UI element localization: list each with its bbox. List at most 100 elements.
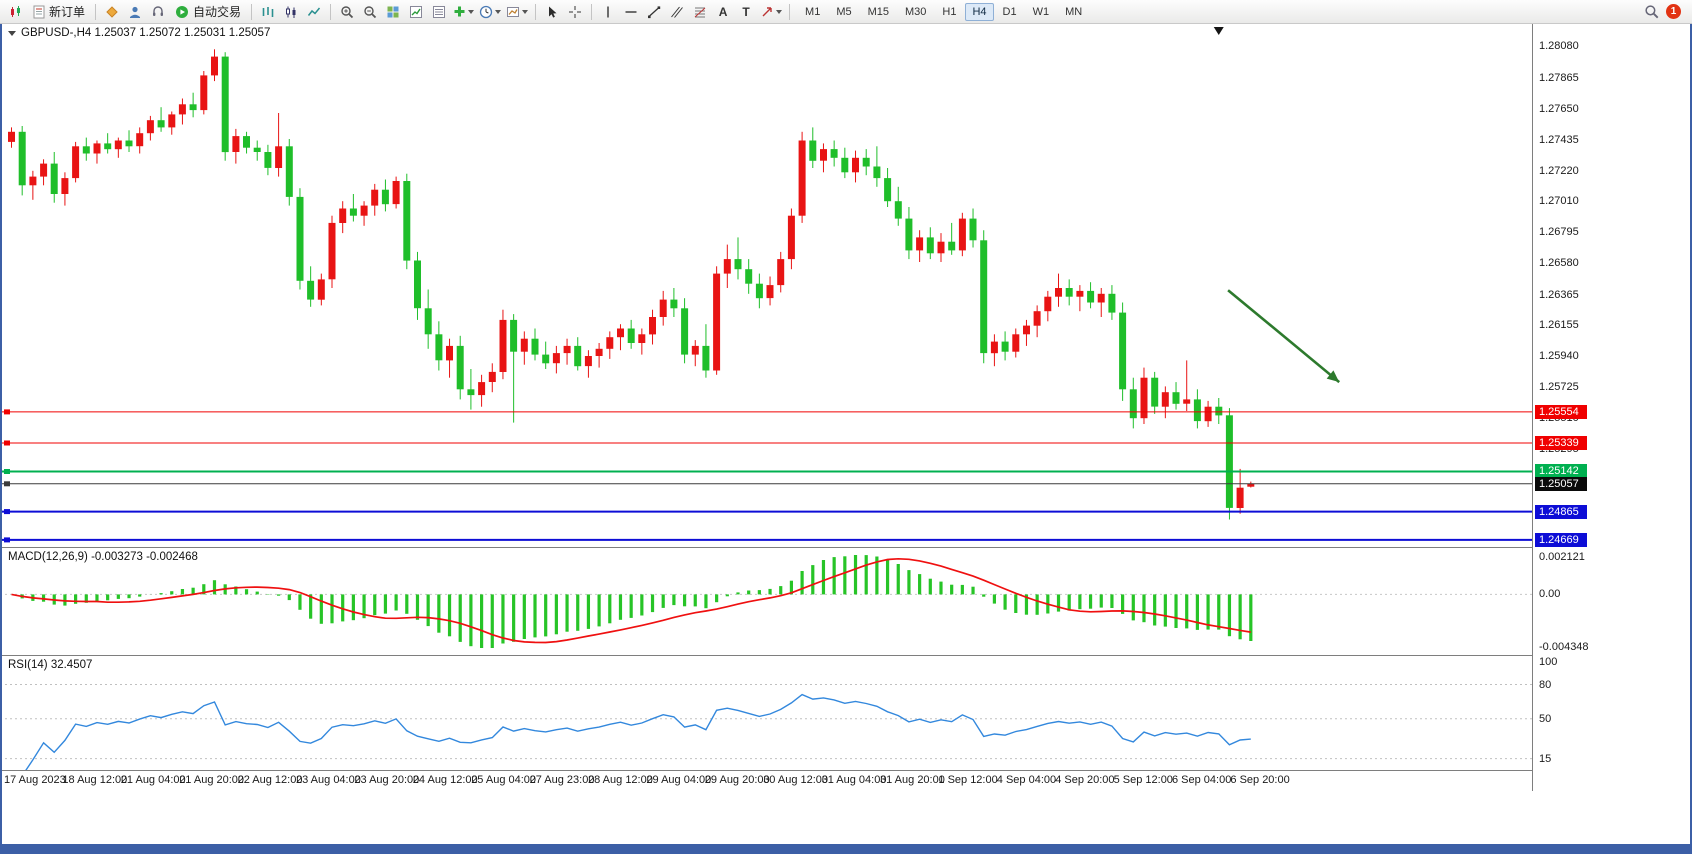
add-indicator-button[interactable] [451,2,476,22]
timeframe-button-m15[interactable]: M15 [867,5,889,18]
macd-panel[interactable]: MACD(12,26,9) -0.003273 -0.002468 [0,548,1532,655]
new-order-icon [33,5,45,18]
text-tool-icon: A [718,4,728,19]
candlestick-chart-icon [286,6,296,18]
shapes-button[interactable] [758,2,784,22]
time-axis-label: 22 Aug 12:00 [237,774,303,786]
axis-tick-label: 1.27010 [1539,195,1579,208]
timeframe-button-h1[interactable]: H1 [942,5,957,18]
horizontal-line-button[interactable] [620,2,642,22]
person-icon [130,6,141,18]
axis-tick-label: 1.25940 [1539,350,1579,363]
timeframe-button-w1[interactable]: W1 [1032,5,1050,18]
panel-separator[interactable] [0,655,1692,656]
timeframe-button-m1[interactable]: M1 [805,5,821,18]
toolbar-separator [330,3,332,20]
level-handle[interactable] [4,469,10,474]
timeframe-button-mn[interactable]: MN [1065,5,1083,18]
time-axis-label: 29 Aug 20:00 [704,774,770,786]
template-button[interactable] [504,2,530,22]
time-axis-label: 6 Sep 04:00 [1172,774,1232,786]
timeframe-button-m30[interactable]: M30 [905,5,927,18]
macd-chart [0,555,1532,648]
toolbar-separator [95,3,97,20]
headset-icon [153,5,164,16]
arrow-shape-icon [762,6,772,16]
market-button[interactable] [101,2,123,22]
level-handle[interactable] [4,440,10,446]
vertical-line-icon [607,6,609,17]
vertical-line-button[interactable] [597,2,619,22]
axis-tick-label: 100 [1539,655,1558,668]
new-order-button[interactable]: 新订单 [28,2,90,22]
search-icon[interactable] [1644,4,1659,19]
bar-chart-button[interactable] [257,2,279,22]
tile-windows-button[interactable] [382,2,404,22]
period-menu-button[interactable] [477,2,503,22]
price-chart-panel[interactable]: GBPUSD-,H4 1.25037 1.25072 1.25031 1.250… [0,24,1532,547]
charts-menu-button[interactable] [5,2,27,22]
bar-chart-icon [262,6,274,17]
time-axis-label: 23 Aug 04:00 [296,774,361,786]
price-level-tag: 1.24669 [1535,532,1587,547]
auto-trading-button[interactable]: 自动交易 [170,2,246,22]
support-button[interactable] [147,2,169,22]
rsi-panel[interactable]: RSI(14) 32.4507 [0,656,1532,770]
axis-tick-label: 1.26580 [1539,257,1579,270]
level-handle[interactable] [4,537,10,543]
data-window-icon [433,5,446,18]
line-chart-button[interactable] [303,2,325,22]
label-tool-button[interactable]: T [735,2,757,22]
fibonacci-button[interactable] [689,2,711,22]
level-handle[interactable] [4,509,10,515]
candlestick-chart [0,27,1532,543]
notification-badge[interactable]: 1 [1666,4,1681,19]
indicator-list-button[interactable] [405,2,427,22]
candlestick-chart-button[interactable] [280,2,302,22]
chevron-down-icon [522,9,529,14]
timeframe-button-d1[interactable]: D1 [1002,5,1017,18]
axis-tick-label: 0.00 [1539,588,1561,601]
chevron-down-icon [776,9,783,14]
time-axis-label: 4 Sep 04:00 [996,774,1057,786]
clock-icon [479,5,493,18]
data-window-button[interactable] [428,2,450,22]
price-axis[interactable]: 1.28080 1.27865 1.27650 1.27435 1.27220 1.270… [1533,24,1692,790]
trend-arrow-annotation[interactable] [1227,289,1341,384]
axis-tick-label: 50 [1539,712,1552,725]
text-tool-button[interactable]: A [712,2,734,22]
trendline-icon [648,5,661,18]
level-handle[interactable] [4,409,10,415]
channel-button[interactable] [666,2,688,22]
time-axis-label: 30 Aug 12:00 [763,774,829,786]
time-axis-label: 18 Aug 12:00 [62,774,128,786]
axis-tick-label: 1.27435 [1539,133,1579,146]
time-axis-label: 28 Aug 12:00 [588,774,653,786]
crosshair-button[interactable] [564,2,586,22]
fibonacci-icon [694,7,706,17]
trendline-button[interactable] [643,2,665,22]
timeframe-button-h4[interactable]: H4 [965,2,994,21]
timeframe-button-m5[interactable]: M5 [836,5,852,18]
level-handle[interactable] [4,481,10,487]
symbol-ohlc-text: GBPUSD-,H4 1.25037 1.25072 1.25031 1.250… [21,27,271,39]
label-tool-icon: T [742,4,750,19]
collapse-triangle-icon[interactable] [8,30,16,36]
cursor-button[interactable] [541,2,563,22]
crosshair-icon [569,5,582,18]
time-axis-label: 6 Sep 20:00 [1230,774,1290,786]
panel-separator[interactable] [0,547,1692,548]
main-toolbar: 新订单 自动交易 A T M1 M5 M15 [0,0,1692,24]
time-axis-label: 4 Sep 20:00 [1055,774,1115,786]
price-level-tag: 1.24865 [1535,504,1587,519]
axis-tick-label: 80 [1539,678,1552,691]
time-axis[interactable]: 17 Aug 2023 18 Aug 12:00 21 Aug 04:00 21 Au… [0,771,1532,791]
current-bar-marker-icon [1213,27,1224,35]
profile-button[interactable] [124,2,146,22]
diamond-icon [106,5,118,18]
plus-icon [454,6,465,17]
zoom-in-button[interactable] [336,2,358,22]
time-axis-label: 1 Sep 12:00 [938,774,998,786]
zoom-out-button[interactable] [359,2,381,22]
rsi-label: RSI(14) 32.4507 [8,659,93,671]
